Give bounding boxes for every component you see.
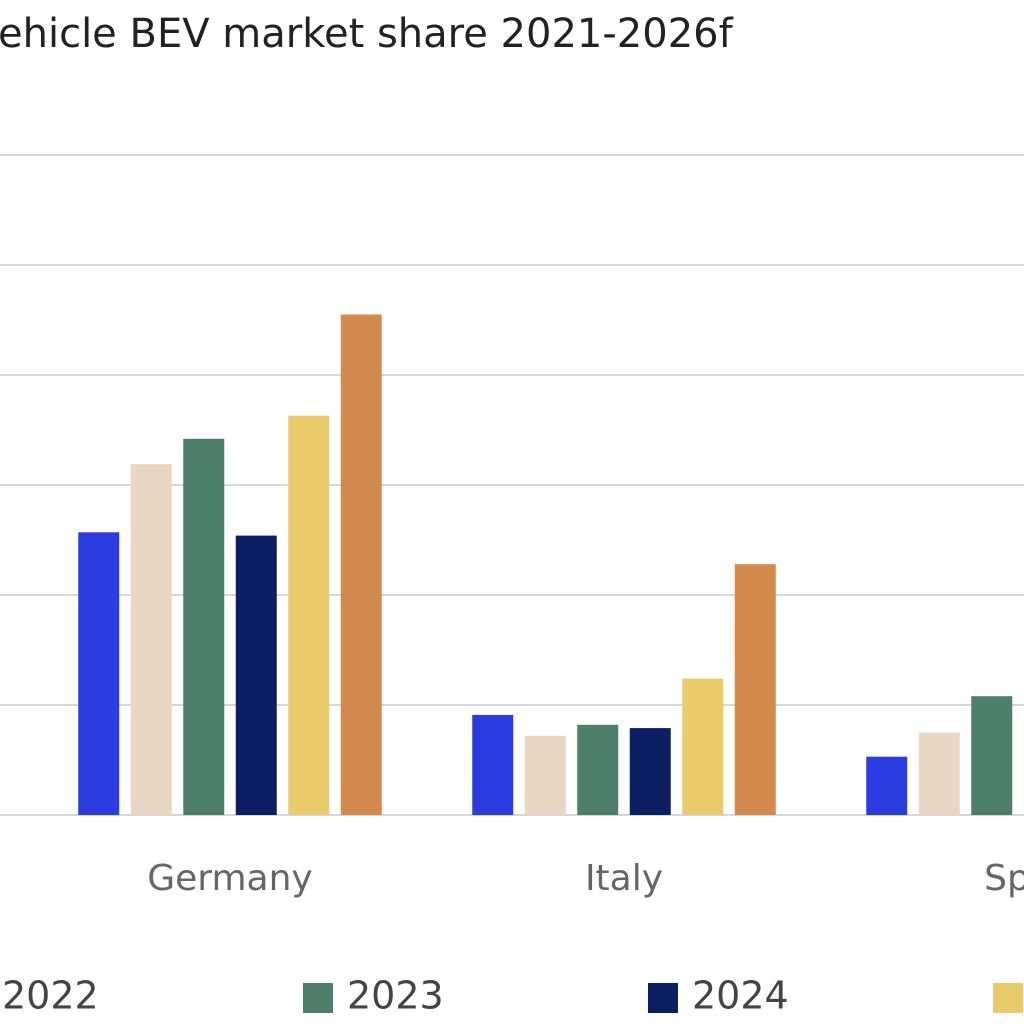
bar xyxy=(183,438,225,815)
x-tick-label: Spa xyxy=(984,858,1024,899)
legend-label: 2023 xyxy=(347,974,444,1018)
bar xyxy=(971,696,1013,815)
bar xyxy=(78,532,120,815)
bar xyxy=(472,714,514,815)
bar xyxy=(682,678,724,815)
bar xyxy=(629,728,671,815)
bar xyxy=(866,756,908,815)
legend-label: 2024 xyxy=(692,974,789,1018)
legend-swatch xyxy=(303,983,333,1013)
bar xyxy=(577,724,619,815)
bar xyxy=(340,314,382,815)
bar xyxy=(918,732,960,815)
legend-label: 2022 xyxy=(2,974,99,1018)
bar xyxy=(288,415,330,815)
bar xyxy=(235,535,277,815)
x-tick-label: Italy xyxy=(585,858,663,899)
legend-swatch xyxy=(993,983,1023,1013)
bar xyxy=(130,464,172,815)
legend-swatch xyxy=(648,983,678,1013)
x-tick-label: Germany xyxy=(147,858,312,899)
bar xyxy=(734,564,776,815)
chart-title: ehicle BEV market share 2021-2026f xyxy=(0,11,734,57)
bar xyxy=(524,735,566,815)
